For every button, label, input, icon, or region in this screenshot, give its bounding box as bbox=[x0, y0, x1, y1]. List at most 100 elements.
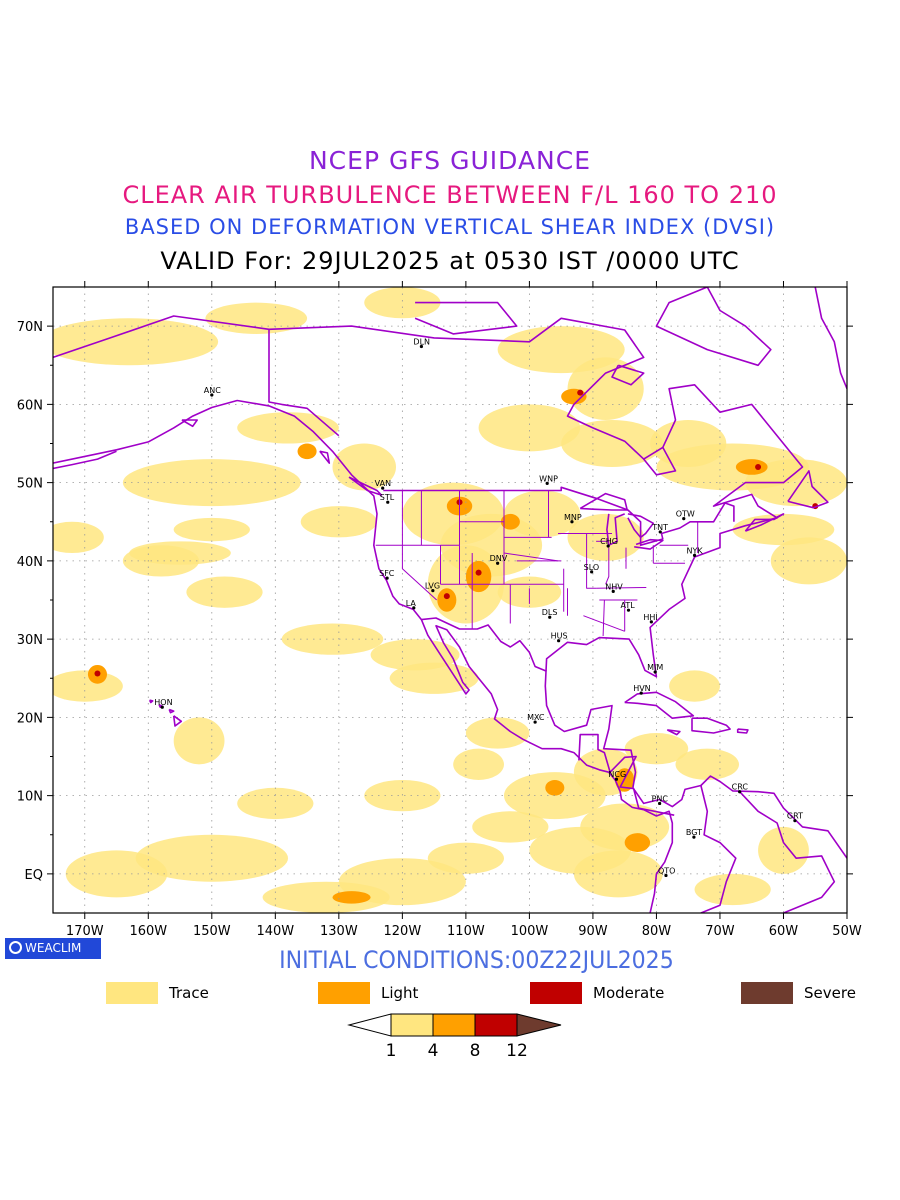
colorbar-tick-label: 1 bbox=[386, 1041, 397, 1061]
map-axes: EQ 10N 20N 30N 40N 50N 60N 70N 170W 160W 150W 140W 1… bbox=[17, 281, 862, 939]
station-label-lvg: LVG bbox=[425, 582, 440, 591]
station-dot bbox=[639, 691, 643, 695]
lat-tick-label: 50N bbox=[17, 477, 43, 492]
station-label-mxc: MXC bbox=[527, 713, 545, 722]
legend-label: Severe bbox=[804, 984, 856, 1002]
station-dot bbox=[611, 589, 615, 593]
cuba bbox=[624, 691, 695, 719]
colorbar-segment bbox=[432, 1013, 476, 1037]
station-label-mim: MIM bbox=[647, 663, 663, 672]
station-label-hus: HUS bbox=[551, 632, 568, 641]
station-dot bbox=[412, 606, 416, 610]
lake-huron bbox=[627, 513, 655, 539]
moderate-region bbox=[475, 569, 482, 576]
trace-region bbox=[370, 639, 460, 671]
station-label-hon: HON bbox=[154, 698, 172, 707]
trace-region bbox=[53, 521, 104, 554]
trace-region bbox=[567, 357, 644, 421]
station-label-pnc: PNC bbox=[652, 794, 669, 803]
lake-erie bbox=[634, 538, 664, 550]
trace-region bbox=[478, 404, 581, 452]
colorbar-tick-label: 12 bbox=[506, 1041, 528, 1061]
turbulence-map: ANC DLN VAN STL WNP MNP OTW TNT CHG NYK DNV SFC SLO L… bbox=[17, 281, 862, 939]
station-label-bgt: BGT bbox=[686, 828, 702, 837]
greenland bbox=[814, 287, 847, 390]
station-dot bbox=[692, 835, 696, 839]
station-label-anc: ANC bbox=[204, 386, 221, 395]
lon-tick-label: 70W bbox=[705, 924, 735, 939]
lon-tick-label: 120W bbox=[384, 924, 422, 939]
state-border bbox=[401, 545, 438, 601]
weaclim-logo-icon bbox=[9, 941, 22, 954]
station-dot bbox=[606, 544, 610, 548]
state-border bbox=[605, 547, 610, 585]
light-region bbox=[735, 459, 768, 475]
vancouver-island bbox=[348, 476, 383, 496]
moderate-region bbox=[94, 670, 101, 677]
colorbar-tick-label: 8 bbox=[470, 1041, 481, 1061]
station-dot bbox=[590, 570, 594, 574]
station-label-otw: OTW bbox=[676, 510, 695, 519]
legend-swatch bbox=[741, 982, 793, 1004]
station-label-hhi: HHI bbox=[643, 613, 657, 622]
trace-region bbox=[53, 318, 219, 366]
trace-region bbox=[669, 670, 720, 702]
station-label-stl: STL bbox=[380, 493, 395, 502]
station-labels: ANC DLN VAN STL WNP MNP OTW TNT CHG NYK DNV SFC SLO L… bbox=[154, 337, 803, 878]
lon-tick-label: 60W bbox=[769, 924, 799, 939]
station-dot bbox=[496, 561, 500, 565]
colorbar-low-arrow bbox=[347, 1013, 392, 1037]
colorbar-tick-label: 4 bbox=[428, 1041, 439, 1061]
aleutians bbox=[53, 450, 117, 470]
state-border bbox=[602, 599, 605, 637]
lon-tick-label: 100W bbox=[511, 924, 549, 939]
station-label-la: LA bbox=[406, 599, 417, 608]
light-region bbox=[500, 513, 520, 530]
trace-region bbox=[675, 748, 740, 780]
us-mexico-border bbox=[421, 617, 547, 672]
legend-swatch bbox=[530, 982, 582, 1004]
station-dot bbox=[210, 393, 214, 397]
trace-region bbox=[186, 576, 263, 608]
station-dot bbox=[692, 553, 697, 557]
trace-region bbox=[758, 826, 809, 874]
trace-region bbox=[770, 537, 847, 585]
legend-label: Moderate bbox=[593, 984, 665, 1002]
lat-tick-label: 60N bbox=[17, 398, 43, 413]
station-label-van: VAN bbox=[375, 479, 391, 488]
south-america-east bbox=[738, 790, 836, 913]
station-dot bbox=[664, 873, 668, 878]
legend-swatch bbox=[106, 982, 158, 1004]
trace-region bbox=[503, 490, 581, 538]
station-label-wnp: WNP bbox=[539, 474, 558, 483]
station-dot bbox=[548, 615, 552, 619]
lat-tick-label: 40N bbox=[17, 555, 43, 570]
trace-region bbox=[694, 873, 771, 906]
lon-tick-label: 150W bbox=[193, 924, 231, 939]
hispaniola bbox=[691, 717, 731, 734]
title-line-3: BASED ON DEFORMATION VERTICAL SHEAR INDE… bbox=[124, 215, 776, 239]
moderate-region bbox=[755, 463, 762, 470]
station-dot bbox=[431, 589, 435, 593]
lat-tick-label: 30N bbox=[17, 633, 43, 648]
trace-region bbox=[237, 412, 339, 444]
station-label-chg: CHG bbox=[600, 537, 618, 546]
station-dot bbox=[658, 801, 662, 806]
legend-swatch bbox=[318, 982, 370, 1004]
map-plot-area: ANC DLN VAN STL WNP MNP OTW TNT CHG NYK DNV SFC SLO L… bbox=[53, 287, 847, 913]
victoria-island bbox=[414, 301, 518, 335]
station-label-dln: DLN bbox=[413, 337, 430, 346]
station-label-nhv: NHV bbox=[605, 582, 623, 591]
lat-tick-label: 70N bbox=[17, 320, 43, 335]
hawaii-maui bbox=[168, 708, 175, 714]
station-label-atl: ATL bbox=[620, 601, 635, 610]
station-label-tnt: TNT bbox=[651, 523, 668, 532]
trace-region bbox=[173, 717, 225, 765]
initial-conditions: INITIAL CONDITIONS:00Z22JUL2025 bbox=[279, 946, 674, 974]
station-dot bbox=[533, 720, 537, 724]
state-border bbox=[586, 533, 597, 589]
weaclim-badge: WEACLIM bbox=[5, 938, 101, 959]
trace-region bbox=[573, 850, 663, 898]
trace-region bbox=[129, 541, 231, 565]
trace-region bbox=[135, 834, 289, 882]
